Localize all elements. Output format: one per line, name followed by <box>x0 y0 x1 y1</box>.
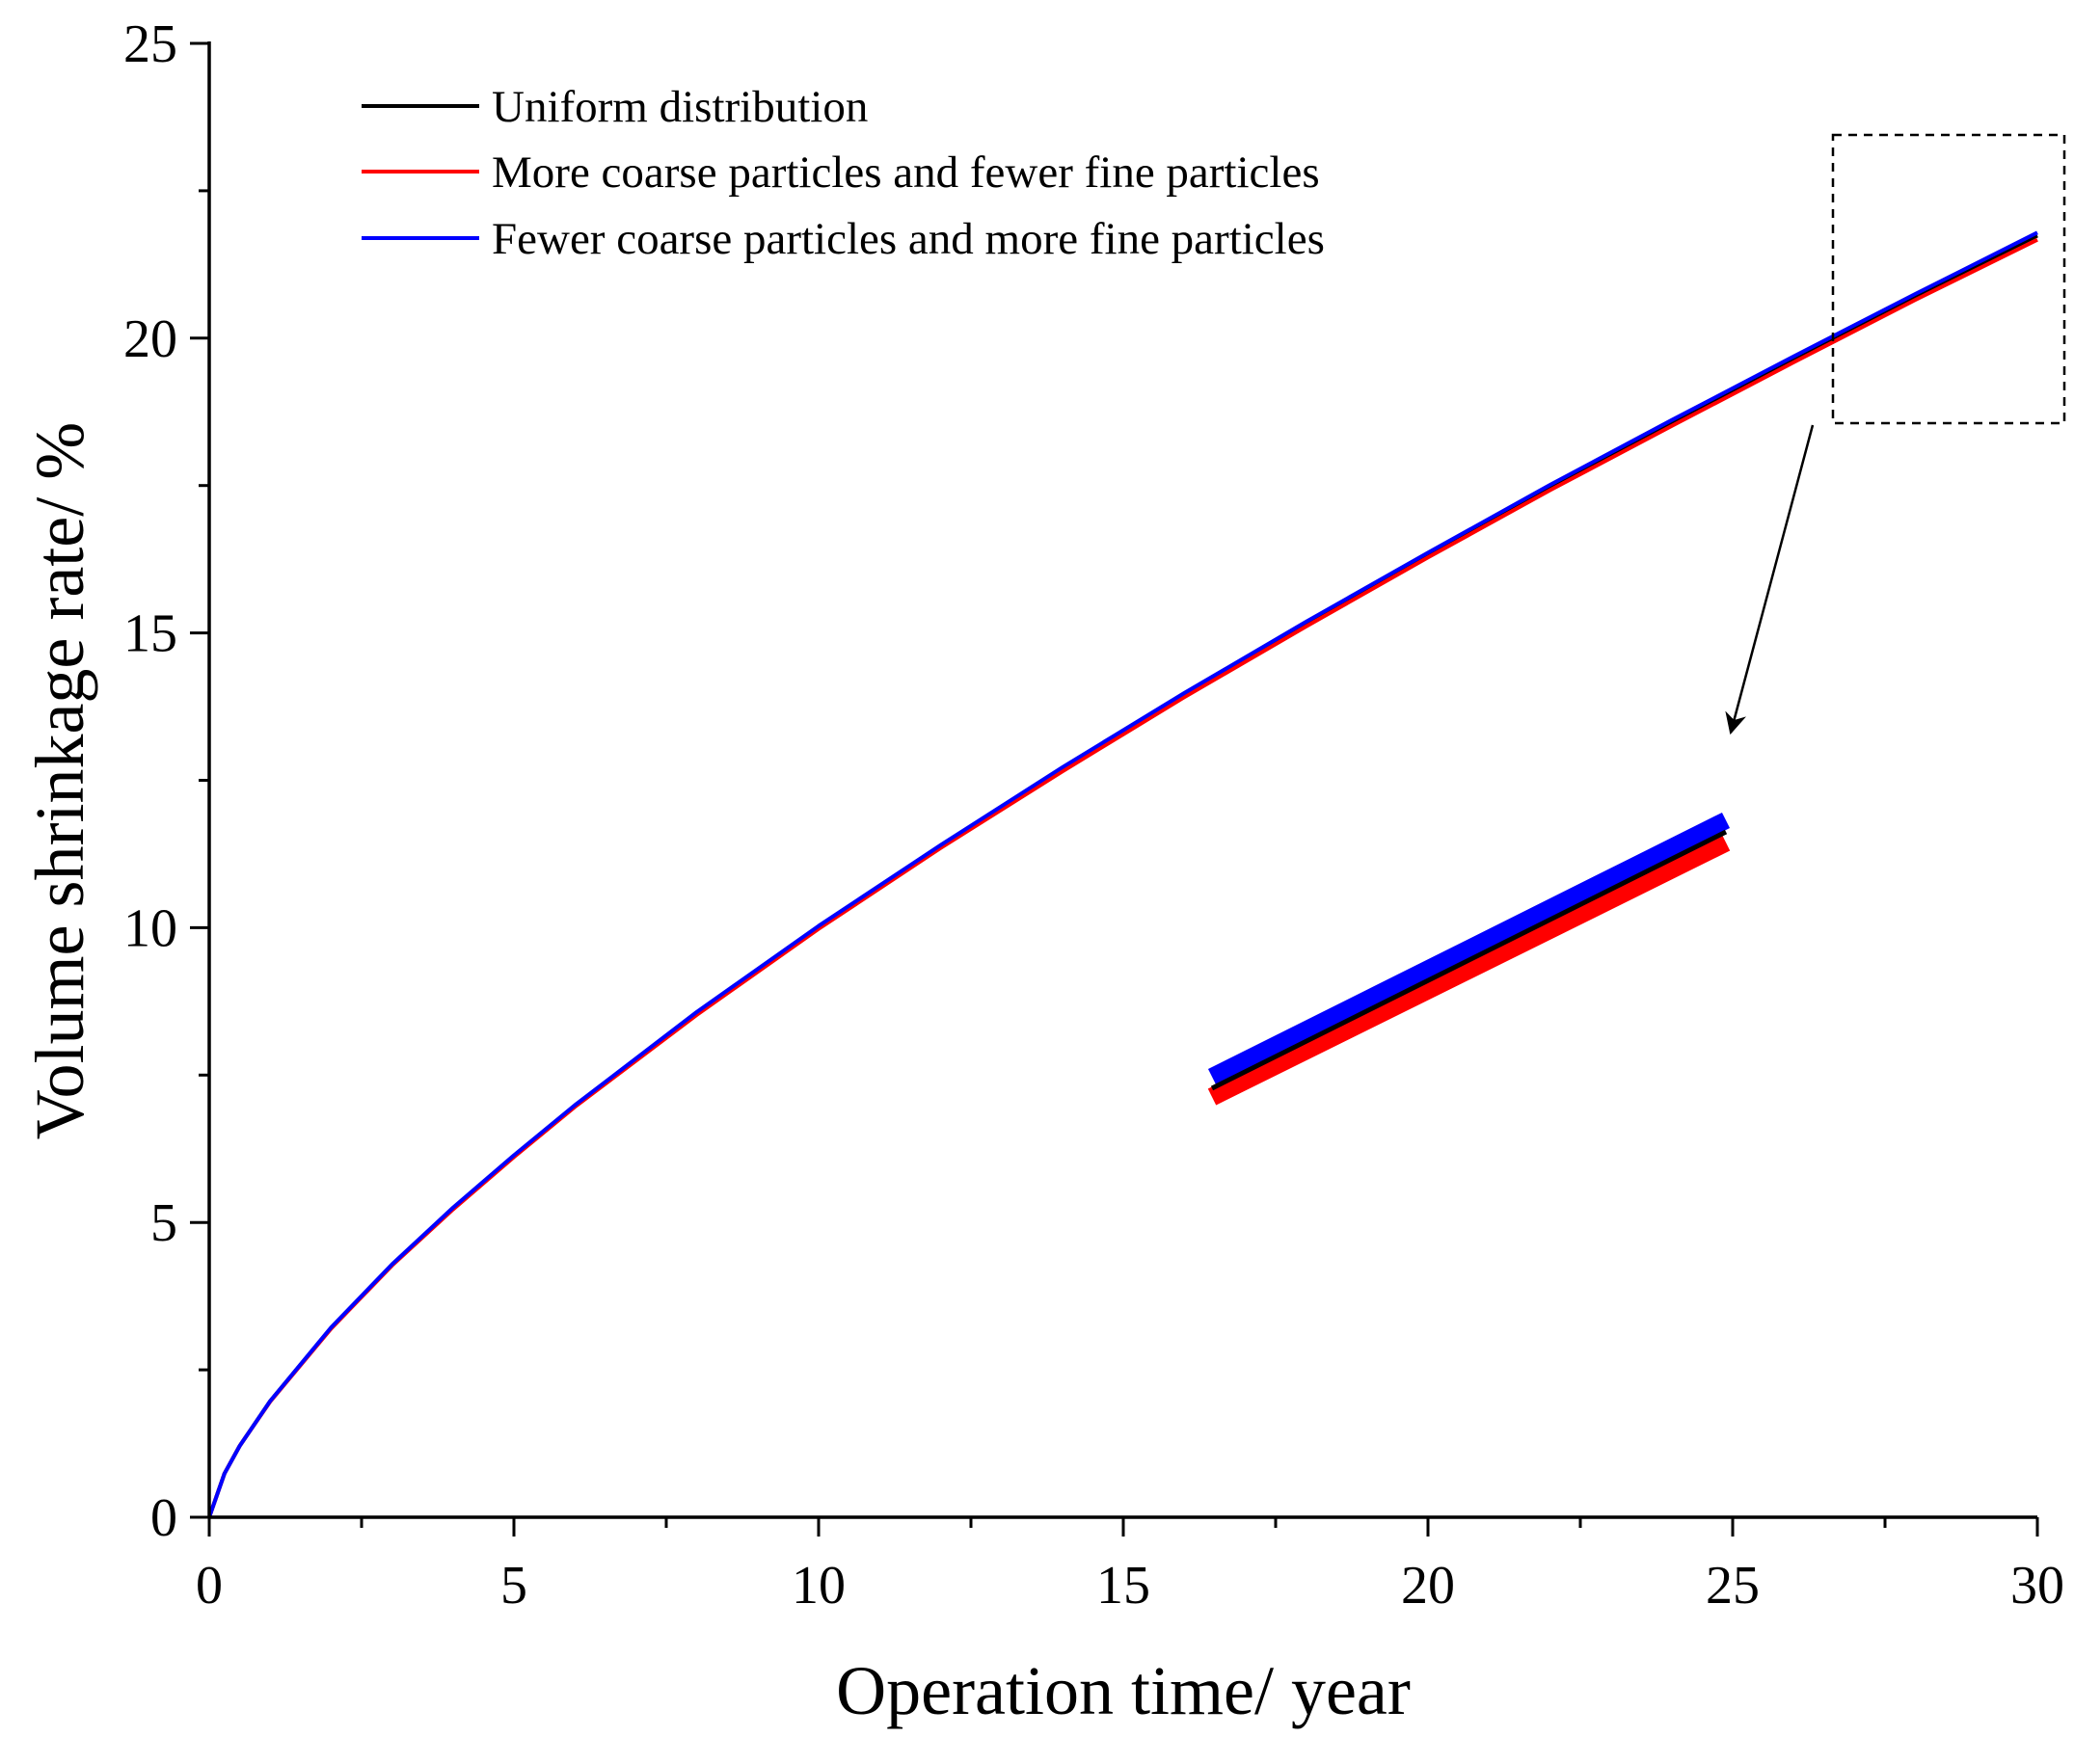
y-axis-title: Volume shrinkage rate/ % <box>21 422 98 1139</box>
y-tick-label: 5 <box>150 1193 177 1253</box>
y-tick-label: 0 <box>150 1488 177 1548</box>
zoom-arrow <box>1725 424 1815 735</box>
x-tick-label: 10 <box>792 1556 846 1616</box>
inset-line-uniform <box>1210 829 1728 1091</box>
x-tick-label: 30 <box>2010 1556 2064 1616</box>
zoom-inset <box>1207 812 1731 1106</box>
legend: Uniform distribution More coarse particl… <box>362 82 1325 264</box>
y-tick-label: 10 <box>123 898 177 958</box>
x-tick-label: 0 <box>196 1556 223 1616</box>
series-line-fewer-coarse <box>207 230 2038 1518</box>
inset-line-fewer-coarse <box>1207 812 1731 1085</box>
inset-line-more-coarse <box>1207 834 1731 1106</box>
x-axis-title: Operation time/ year <box>836 1652 1411 1729</box>
series-layer <box>207 230 2038 1518</box>
x-tick-label: 25 <box>1706 1556 1760 1616</box>
y-tick-label: 15 <box>123 604 177 664</box>
legend-label-uniform: Uniform distribution <box>492 82 868 132</box>
tick-layer <box>190 41 2039 1537</box>
y-tick-label: 25 <box>123 14 177 74</box>
x-tick-label: 5 <box>500 1556 527 1616</box>
legend-label-more-coarse: More coarse particles and fewer fine par… <box>492 147 1320 198</box>
zoom-region-box <box>1831 133 2066 425</box>
tick-label-layer: 0 5 10 15 20 25 30 0 5 10 15 20 25 <box>123 14 2064 1616</box>
x-tick-label: 15 <box>1096 1556 1150 1616</box>
x-tick-label: 20 <box>1401 1556 1455 1616</box>
legend-label-fewer-coarse: Fewer coarse particles and more fine par… <box>492 214 1325 264</box>
y-tick-label: 20 <box>123 309 177 369</box>
